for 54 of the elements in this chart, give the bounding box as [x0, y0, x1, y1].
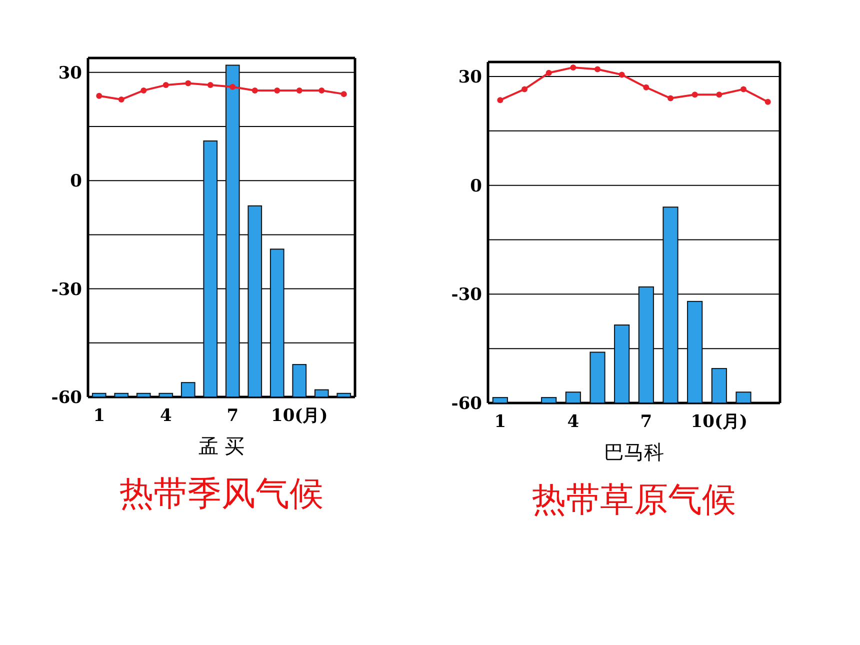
bar [590, 352, 606, 404]
bar [336, 392, 352, 398]
bar [292, 364, 307, 398]
y-tick-label: 30 [58, 63, 82, 84]
y-tick-label: -60 [451, 394, 482, 414]
text: 热带草原气候 [532, 480, 736, 520]
point [692, 92, 698, 98]
point [497, 97, 504, 104]
y-tick-label: -30 [451, 285, 482, 306]
bar [136, 392, 151, 398]
x-tick-label: 1 [494, 412, 506, 432]
x-axis-title: 孟 买 [198, 434, 245, 458]
bar [638, 286, 654, 404]
bar [180, 382, 196, 398]
bar [92, 392, 106, 398]
bar [225, 64, 240, 398]
bar [711, 368, 727, 404]
bar [203, 140, 218, 398]
x-tick-label: 7 [640, 412, 652, 432]
point [764, 98, 771, 105]
point [546, 70, 552, 76]
y-tick-label: -60 [51, 388, 82, 408]
bar [541, 397, 557, 404]
y-tick-label: 0 [70, 172, 82, 192]
text: 热带季风气候 [120, 474, 324, 514]
bar [492, 397, 508, 404]
point [570, 64, 576, 70]
x-axis-title: 巴马科 [604, 440, 664, 464]
x-tick-label: 7 [226, 406, 239, 426]
x-tick-label: 10(月) [690, 412, 748, 432]
y-tick-label: -30 [51, 280, 82, 300]
bar [687, 300, 703, 404]
point [618, 72, 625, 78]
x-tick-label: 1 [93, 406, 106, 426]
point [716, 92, 722, 98]
bar [565, 392, 581, 404]
point [668, 95, 674, 102]
point [522, 86, 528, 92]
point [740, 86, 746, 92]
x-tick-label: 10(月) [271, 406, 328, 426]
bar [614, 324, 630, 404]
bar [114, 392, 129, 398]
point [643, 84, 650, 90]
bar [314, 389, 329, 398]
y-tick-label: 0 [470, 176, 482, 196]
bar [248, 205, 262, 398]
x-tick-label: 4 [160, 406, 172, 426]
bar [158, 392, 174, 398]
x-tick-label: 4 [567, 412, 580, 432]
bar [662, 206, 678, 404]
y-tick-label: 30 [458, 68, 482, 88]
bar [736, 392, 752, 404]
point [594, 66, 600, 72]
bar [270, 248, 284, 398]
